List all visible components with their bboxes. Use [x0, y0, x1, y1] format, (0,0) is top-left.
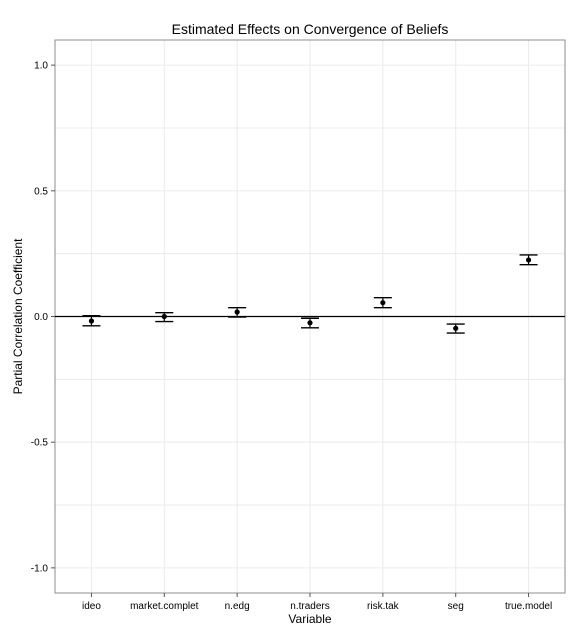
y-tick-label: 0.5 [34, 186, 48, 197]
x-tick-label: n.traders [290, 601, 329, 612]
data-point [88, 318, 95, 324]
y-tick-label: 0.0 [34, 312, 48, 323]
x-tick-label: seg [448, 601, 464, 612]
x-tick-label: n.edg [225, 601, 250, 612]
data-point [380, 300, 386, 306]
data-marks [82, 254, 538, 334]
y-tick-label: -1.0 [31, 563, 49, 574]
data-point [453, 325, 459, 331]
y-tick-label: -0.5 [31, 438, 49, 449]
x-tick-label: ideo [82, 601, 101, 612]
y-axis: 1.0 0.5 0.0 -0.5 -1.0 [31, 61, 55, 574]
x-tick-label: true.model [505, 601, 552, 612]
x-tick-label: market.complet [130, 601, 199, 612]
data-point [525, 257, 532, 263]
data-point [307, 320, 313, 326]
x-tick-label: risk.tak [367, 601, 400, 612]
x-axis: ideo market.complet n.edg n.traders risk.tak… [82, 593, 552, 612]
chart-title: Estimated Effects on Convergence of Beli… [172, 21, 449, 37]
y-axis-title: Partial Correlation Coefficient [11, 238, 25, 395]
data-point [234, 309, 240, 315]
x-axis-title: Variable [288, 612, 331, 626]
y-tick-label: 1.0 [34, 61, 48, 72]
data-point [161, 313, 167, 320]
